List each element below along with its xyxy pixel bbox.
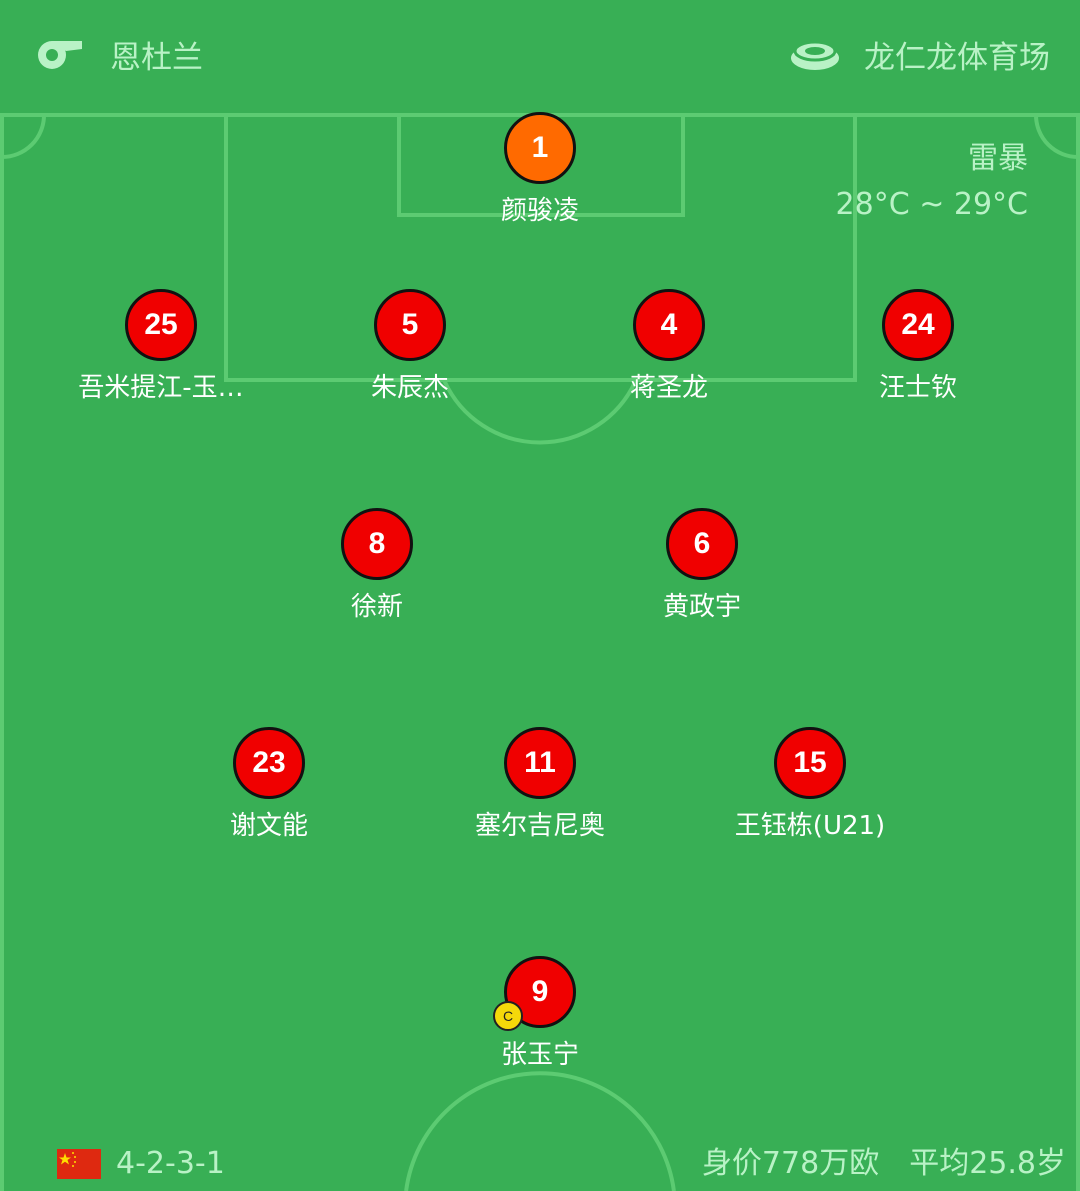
formation-text: 4-2-3-1 <box>116 1146 225 1181</box>
player-name: 王钰栋(U21) <box>734 811 886 841</box>
player-token[interactable]: 24 汪士钦 <box>818 289 1018 404</box>
player-token[interactable]: 8 徐新 <box>277 508 477 623</box>
weather: 雷暴 28°C ~ 29°C <box>836 136 1028 228</box>
jersey-number: 5 <box>374 289 446 361</box>
stadium-icon <box>791 40 839 70</box>
player-token[interactable]: 11 塞尔吉尼奥 <box>440 727 640 842</box>
player-token[interactable]: 25 吾米提江-玉… <box>61 289 261 404</box>
weather-condition: 雷暴 <box>968 141 1028 176</box>
weather-temperature: 28°C ~ 29°C <box>835 187 1028 222</box>
referee: 恩杜兰 <box>36 32 203 77</box>
average-age: 平均25.8岁 <box>909 1146 1066 1181</box>
player-token[interactable]: 4 蒋圣龙 <box>569 289 769 404</box>
player-name: 塞尔吉尼奥 <box>474 811 605 841</box>
whistle-icon <box>38 40 82 69</box>
player-name: 蒋圣龙 <box>629 373 708 403</box>
player-name: 黄政宇 <box>662 592 741 622</box>
jersey-number: 8 <box>341 508 413 580</box>
player-name: 汪士钦 <box>878 373 957 403</box>
jersey-number: 9 C <box>493 956 576 1031</box>
player-token[interactable]: 5 朱辰杰 <box>310 289 510 404</box>
jersey-number: 25 <box>125 289 197 361</box>
player-name: 谢文能 <box>229 811 308 841</box>
player-name: 徐新 <box>350 592 403 622</box>
jersey-number-text: 9 <box>531 975 549 1008</box>
jersey-number: 15 <box>774 727 846 799</box>
jersey-number: 24 <box>882 289 954 361</box>
referee-name: 恩杜兰 <box>110 40 203 76</box>
player-token[interactable]: 23 谢文能 <box>169 727 369 842</box>
match-info-header: 恩杜兰 龙仁龙体育场 <box>0 0 1080 114</box>
team-stats: 身价778万欧 平均25.8岁 <box>702 1146 1066 1182</box>
player-name: 吾米提江-玉… <box>78 373 244 403</box>
captain-badge: C <box>493 1001 523 1031</box>
venue-name: 龙仁龙体育场 <box>864 40 1050 76</box>
venue: 龙仁龙体育场 <box>790 32 1050 77</box>
player-token[interactable]: 6 黄政宇 <box>602 508 802 623</box>
player-name: 朱辰杰 <box>370 373 449 403</box>
jersey-number: 11 <box>504 727 576 799</box>
jersey-number: 23 <box>233 727 305 799</box>
player-name: 张玉宁 <box>500 1040 579 1070</box>
market-value: 身价778万欧 <box>701 1146 880 1181</box>
jersey-number: 4 <box>633 289 705 361</box>
jersey-number: 6 <box>666 508 738 580</box>
player-token[interactable]: 1 颜骏凌 <box>440 112 640 227</box>
player-token[interactable]: 9 C 张玉宁 <box>440 956 640 1071</box>
player-token[interactable]: 15 王钰栋(U21) <box>710 727 910 842</box>
china-flag-icon <box>57 1149 101 1179</box>
jersey-number: 1 <box>504 112 576 184</box>
player-name: 颜骏凌 <box>500 196 579 226</box>
formation: 4-2-3-1 <box>57 1146 225 1182</box>
